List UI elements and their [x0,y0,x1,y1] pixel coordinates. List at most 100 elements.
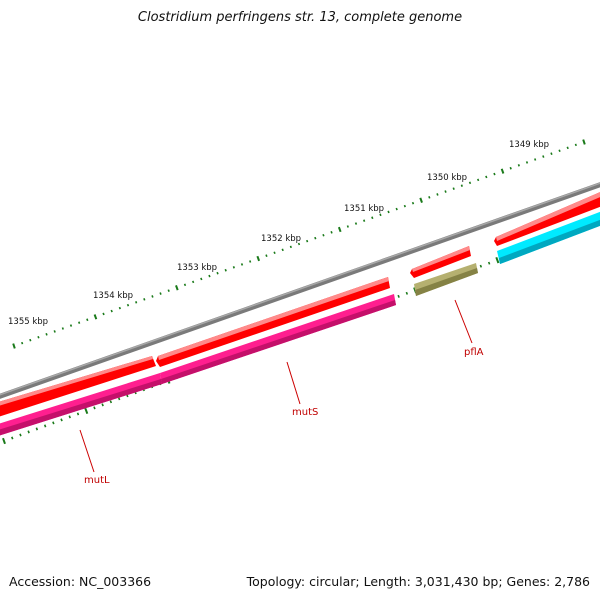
minor-tick [306,239,309,243]
minor-tick [143,298,146,301]
minor-tick [379,213,382,217]
minor-tick [69,324,73,327]
minor-tick [200,277,203,281]
major-tick [495,256,500,264]
minor-tick [61,327,64,330]
minor-tick [330,231,333,234]
minor-tick [53,330,56,333]
major-tick [256,255,261,262]
minor-tick [109,400,113,404]
minor-tick [117,397,121,401]
minor-tick [574,143,577,147]
major-tick [419,197,423,203]
minor-tick [403,204,406,208]
scale-label-1352: 1352 kbp [261,234,301,244]
minor-tick [363,219,366,222]
mutS-leader [286,361,301,405]
minor-tick [183,283,187,287]
major-tick [12,343,16,349]
minor-tick [19,433,22,437]
minor-tick [411,201,415,205]
minor-tick [52,421,55,425]
scale-label-1353: 1353 kbp [177,263,217,273]
minor-tick [265,254,268,257]
accession-label: Accession: NC_003366 [9,574,152,589]
minor-tick [118,306,121,310]
minor-tick [534,158,537,161]
minor-tick [68,415,71,419]
minor-tick [37,335,40,339]
minor-tick [322,233,325,237]
minor-tick [460,184,463,187]
minor-tick [281,248,284,252]
major-tick [2,437,6,445]
minor-tick [126,303,130,307]
minor-tick [216,271,219,275]
minor-tick [76,412,80,416]
minor-tick [27,430,30,434]
scale-label-1351: 1351 kbp [344,204,384,214]
scale-label-1350: 1350 kbp [427,173,467,183]
minor-tick [224,268,227,272]
minor-tick [45,333,48,336]
genome-summary: Topology: circular; Length: 3,031,430 bp… [246,574,590,589]
minor-tick [43,424,47,428]
minor-tick [110,309,113,313]
minor-tick [102,312,105,316]
minor-tick [397,294,400,298]
minor-tick [273,251,276,255]
minor-tick [444,190,447,193]
minor-tick [232,266,235,269]
scale-label-1354: 1354 kbp [93,291,133,301]
minor-tick [29,338,32,342]
cds-track [0,192,600,417]
minor-tick [314,236,317,240]
map-title: Clostridium perfringens str. 13, complet… [137,10,463,25]
minor-tick [21,341,24,345]
genome-backbone [0,182,600,399]
minor-tick [249,260,252,263]
minor-tick [208,274,211,278]
minor-tick [86,318,89,322]
minor-tick [436,193,439,196]
minor-tick [35,427,39,431]
minor-tick [60,418,63,422]
minor-tick [93,406,96,410]
minor-tick [558,149,561,153]
minor-tick [395,207,398,211]
major-tick [337,226,342,233]
minor-tick [566,146,569,150]
minor-tick [151,295,154,298]
minor-tick [405,291,409,295]
minor-tick [297,242,301,246]
minor-tick [289,245,292,249]
minor-tick [192,280,195,284]
minor-tick [101,403,104,407]
minor-tick [493,172,496,176]
minor-tick [477,178,480,182]
gene-label-mutS: mutS [292,407,318,418]
minor-tick [78,321,81,324]
minor-tick [479,264,483,268]
minor-tick [509,166,512,170]
minor-tick [371,216,374,220]
major-tick [582,139,586,145]
minor-tick [354,222,358,225]
minor-tick [542,155,545,158]
minor-tick [167,289,170,292]
mutL-leader [79,429,95,473]
major-tick [93,314,98,320]
minor-tick [452,187,455,190]
minor-tick [135,301,138,304]
minor-tick [525,161,529,164]
minor-tick [240,263,244,266]
cds-mutL [0,356,156,417]
scale-label-1355: 1355 kbp [8,317,48,327]
gene-label-pflA: pflA [464,347,484,358]
major-tick [175,285,179,291]
feature-track [0,211,600,436]
pflA-leader [454,299,473,344]
minor-tick [485,175,488,179]
minor-tick [387,210,390,214]
